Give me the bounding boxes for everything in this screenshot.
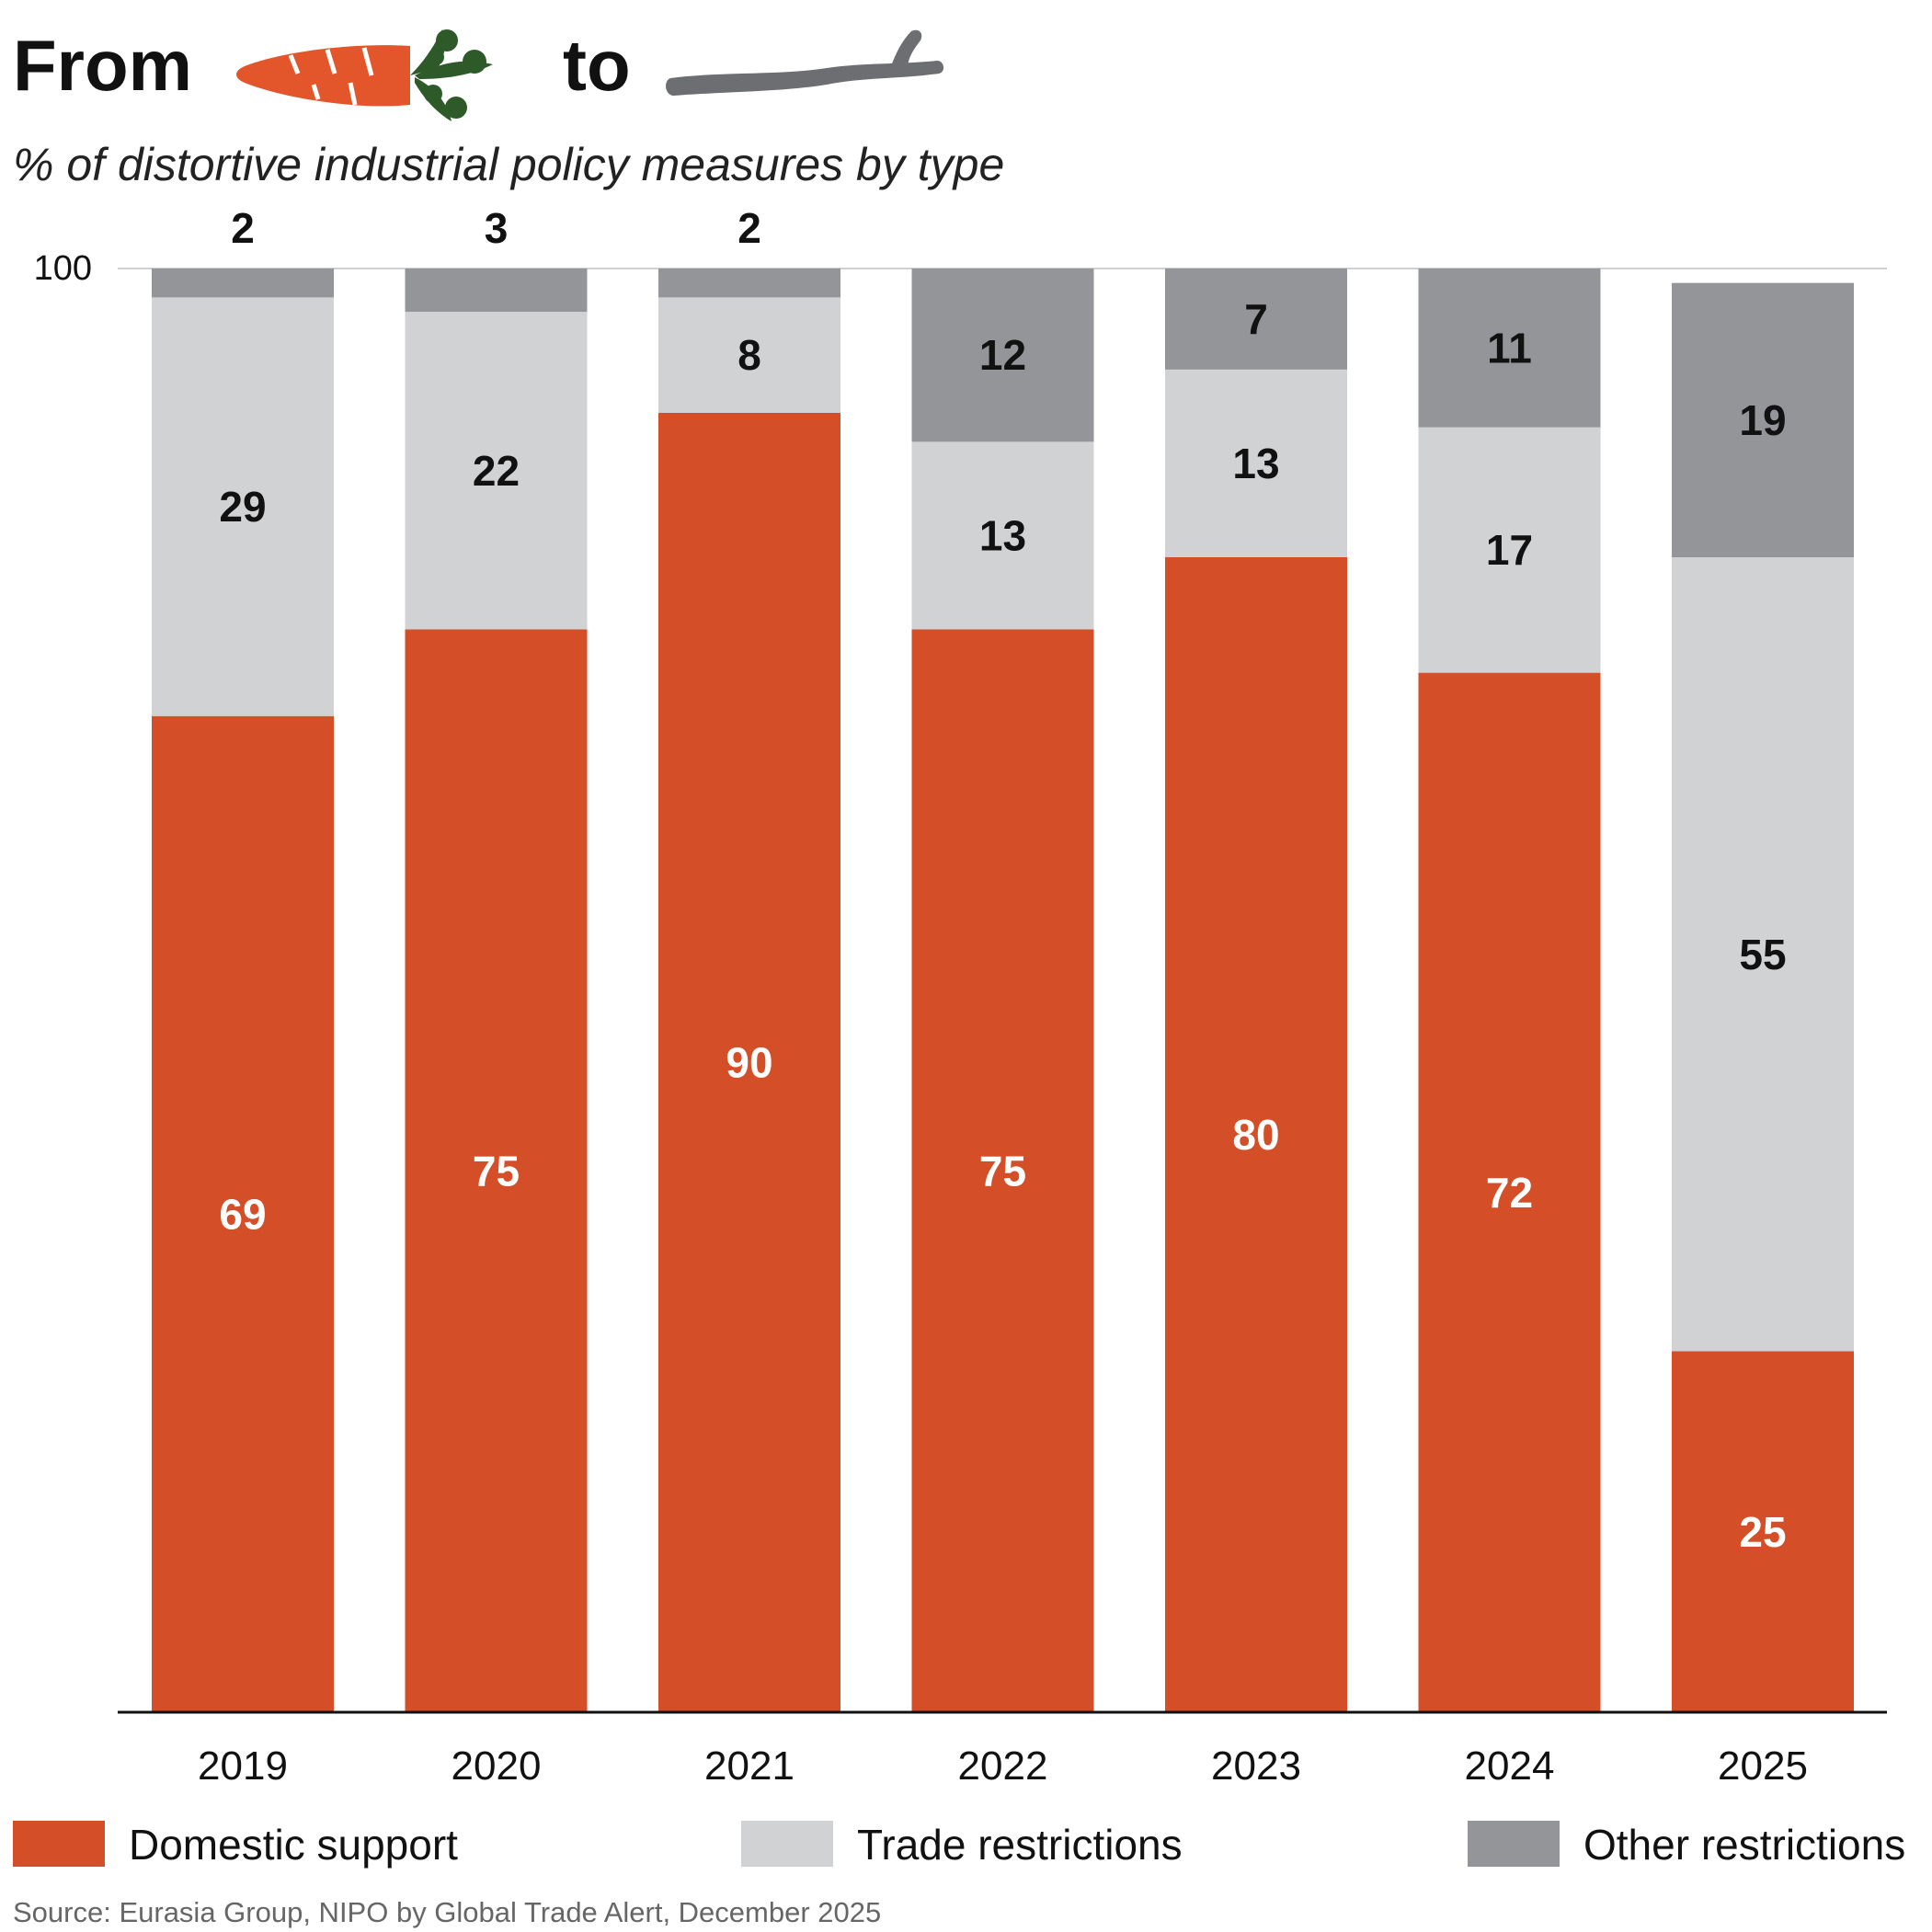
- bar-domestic-2022: [911, 629, 1094, 1712]
- stacked-bar-chart: 100 69 29 2 2019 75 22 3 2020 90 8 2 2021 75 13 12 2022 8…: [34, 204, 1887, 1789]
- bar-other-2019: [152, 269, 334, 298]
- bar-other-2025: [1672, 282, 1854, 557]
- data-label-trade-2020: 22: [473, 447, 520, 495]
- x-tick-label-2025: 2025: [1718, 1743, 1808, 1789]
- x-tick-label-2023: 2023: [1211, 1743, 1301, 1789]
- data-label-trade-2023: 13: [1232, 440, 1279, 487]
- bar-domestic-2021: [658, 413, 840, 1712]
- data-label-trade-2025: 55: [1739, 931, 1786, 978]
- data-label-domestic-2021: 90: [726, 1039, 772, 1087]
- legend-label-trade: Trade restrictions: [857, 1821, 1183, 1869]
- bar-other-2024: [1418, 269, 1601, 428]
- data-label-domestic-2022: 75: [979, 1147, 1026, 1195]
- data-label-other-2023: 7: [1244, 295, 1268, 343]
- bar-other-2021: [658, 269, 840, 298]
- legend: Domestic support Trade restrictions Other …: [0, 1816, 1932, 1881]
- data-label-other-2025: 19: [1739, 396, 1786, 444]
- data-label-trade-2024: 17: [1486, 526, 1533, 574]
- legend-swatch-domestic: [13, 1821, 105, 1867]
- chart-subtitle: % of distortive industrial policy measur…: [13, 139, 1005, 190]
- data-label-domestic-2024: 72: [1486, 1169, 1533, 1217]
- data-label-trade-2021: 8: [737, 331, 761, 379]
- bar-domestic-2020: [405, 629, 588, 1712]
- bar-trade-2020: [405, 312, 588, 630]
- data-label-other-2022: 12: [979, 331, 1026, 379]
- source-note: Source: Eurasia Group, NIPO by Global Tr…: [13, 1896, 882, 1928]
- bar-trade-2024: [1418, 427, 1601, 673]
- data-label-domestic-2023: 80: [1232, 1111, 1279, 1159]
- chart-title: From to: [13, 20, 1116, 121]
- data-label-other-2021: 2: [737, 204, 761, 252]
- data-label-domestic-2025: 25: [1739, 1508, 1786, 1556]
- title-to-text: to: [563, 25, 631, 106]
- y-tick-label-100: 100: [34, 249, 92, 288]
- x-tick-label-2019: 2019: [198, 1743, 288, 1789]
- bar-other-2023: [1165, 269, 1347, 370]
- bar-other-2020: [405, 269, 588, 313]
- data-label-other-2020: 3: [485, 204, 509, 252]
- data-label-trade-2019: 29: [219, 483, 266, 531]
- legend-label-domestic: Domestic support: [129, 1821, 458, 1869]
- data-label-trade-2022: 13: [979, 511, 1026, 559]
- x-tick-label-2024: 2024: [1465, 1743, 1555, 1789]
- data-label-other-2024: 11: [1487, 324, 1532, 372]
- carrot-icon: [236, 29, 493, 121]
- bar-trade-2025: [1672, 557, 1854, 1352]
- bar-domestic-2025: [1672, 1351, 1854, 1712]
- bar-other-2022: [911, 269, 1094, 442]
- bar-domestic-2023: [1165, 557, 1347, 1712]
- x-tick-label-2020: 2020: [452, 1743, 542, 1789]
- legend-swatch-trade: [741, 1821, 833, 1867]
- title-from-text: From: [13, 25, 192, 106]
- bar-trade-2022: [911, 441, 1094, 630]
- data-label-domestic-2019: 69: [219, 1190, 266, 1238]
- legend-swatch-other: [1468, 1821, 1560, 1867]
- stick-icon: [666, 29, 944, 96]
- bar-domestic-2024: [1418, 672, 1601, 1712]
- data-label-other-2019: 2: [231, 204, 255, 252]
- bar-domestic-2019: [152, 715, 334, 1713]
- x-tick-label-2021: 2021: [704, 1743, 795, 1789]
- bar-trade-2023: [1165, 369, 1347, 557]
- x-tick-label-2022: 2022: [958, 1743, 1048, 1789]
- bar-trade-2019: [152, 297, 334, 716]
- bar-trade-2021: [658, 297, 840, 413]
- data-label-domestic-2020: 75: [473, 1147, 520, 1195]
- legend-label-other: Other restrictions: [1583, 1821, 1906, 1869]
